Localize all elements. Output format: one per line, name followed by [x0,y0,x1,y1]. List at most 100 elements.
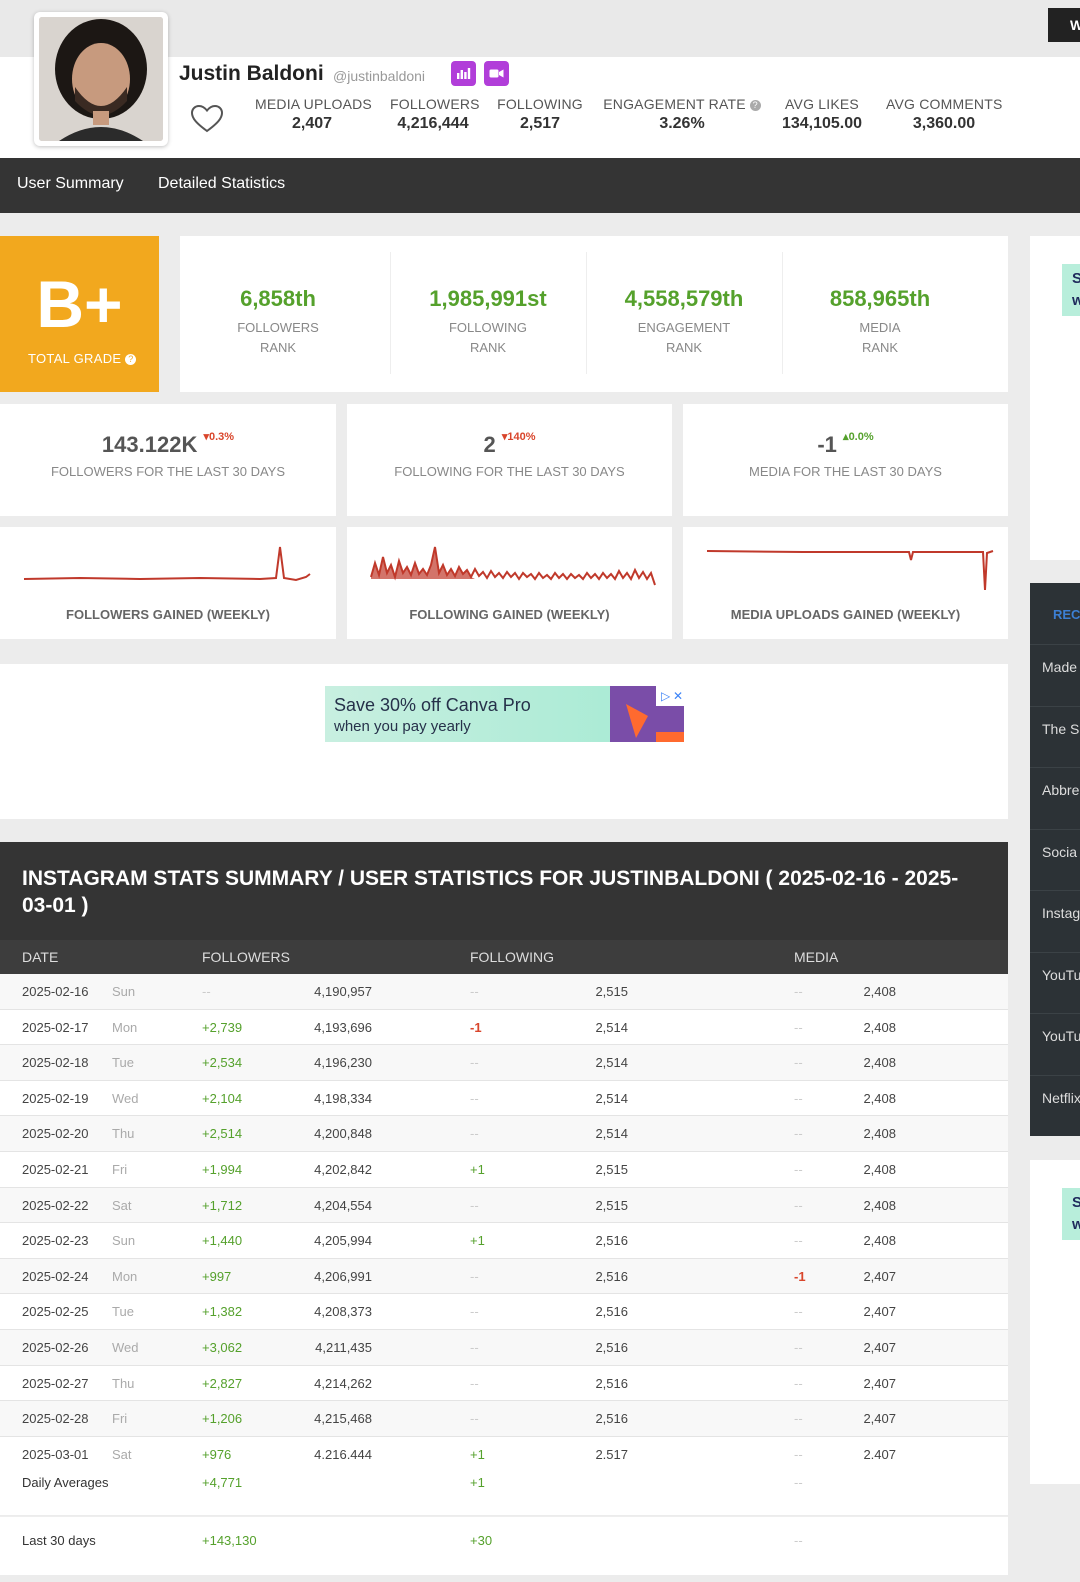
row-day: Sun [112,984,136,999]
sidebar-recent-item[interactable]: Abbre [1042,782,1080,798]
divider [1030,767,1080,768]
stat-following: FOLLOWING 2,517 [497,96,583,133]
rank-value: 858,965th [829,286,931,311]
sidebar-recent-item[interactable]: YouTu [1042,966,1080,983]
row-followers-delta: +2,104 [202,1090,243,1106]
row-day: Tue [112,1055,134,1071]
row-following-total: 2,516 [595,1375,628,1391]
canva-ad-banner[interactable]: Save 30% off Canva Pro when you pay year… [325,686,684,742]
row-following-delta: -- [470,1197,479,1213]
column-header-following: FOLLOWING [470,949,555,965]
avatar [34,12,168,146]
rank-label: RANK [259,340,297,355]
table-row: 2025-02-25 Tue +1,382 4,208,373 -- 2,516 -- 2,4… [0,1294,1008,1330]
grade-letter: B+ [36,267,123,341]
row-followers-delta: +976 [202,1446,232,1462]
row-followers-delta: +997 [202,1268,232,1284]
row-followers-delta: +2,514 [202,1126,243,1142]
row-following-total: 2,517 [595,1446,628,1462]
top-strip [0,0,1080,57]
row-media-delta: -1 [794,1268,806,1284]
row-followers-delta: +2,534 [202,1055,243,1071]
media-30-day-card: -1 ▴0.0% MEDIA FOR THE LAST 30 DAYS [683,404,1008,516]
row-followers-delta: -- [202,984,211,999]
video-icon[interactable] [484,61,509,86]
row-media-delta: -- [794,1055,803,1071]
rank-label: FOLLOWING [448,320,527,335]
divider [1030,1013,1080,1014]
heart-icon[interactable] [190,104,224,134]
sparkline-label: FOLLOWING GAINED (WEEKLY) [409,607,610,622]
divider [1030,644,1080,645]
row-date: 2025-02-20 [22,1126,89,1142]
row-following-total: 2,516 [595,1339,628,1355]
row-day: Mon [112,1019,138,1035]
row-day: Tue [112,1304,134,1320]
rank-label: RANK [861,340,899,355]
table-row: 2025-02-20 Thu +2,514 4,200,848 -- 2,514 -- 2,4… [0,1116,1008,1152]
row-followers-total: 4,198,334 [314,1090,372,1106]
row-media-delta: -- [794,1446,803,1462]
row-following-total: 2,514 [595,1055,628,1071]
arrow-up-icon: ▴ [843,431,849,443]
top-right-button[interactable]: W [1048,8,1080,42]
row-followers-total: 4,206,991 [314,1268,372,1284]
rank-following: 1,985,991st FOLLOWING RANK [390,236,586,392]
stat-avg-likes: AVG LIKES 134,105.00 [778,96,866,133]
row-media-total: 2,407 [863,1339,896,1355]
delta-percent: 0.3% [209,431,235,443]
help-icon[interactable]: ? [125,354,137,366]
row-followers-total: 4,200,848 [314,1126,372,1142]
row-following-delta: -- [470,1375,479,1391]
row-followers-total: 4,216,444 [314,1446,372,1462]
row-followers-delta: +1,994 [202,1161,243,1177]
delta-value: 143.122K [101,432,198,457]
row-following-total: 2,516 [595,1411,628,1427]
stat-avg-comments: AVG COMMENTS 3,360.00 [886,96,1002,133]
sidebar-recent-panel: REC Made The S Abbre Socia Instag YouTu YouTu N… [1030,583,1080,1136]
row-followers-delta: +1,382 [202,1304,243,1320]
summary-followers: +4,771 [202,1475,243,1490]
row-followers-delta: +2,739 [202,1019,243,1035]
sidebar-recent-item[interactable]: Netflix [1042,1089,1080,1106]
tab-detailed-statistics[interactable]: Detailed Statistics [158,175,286,192]
chart-icon[interactable] [451,61,476,86]
row-date: 2025-02-16 [22,984,89,999]
summary-followers: +143,130 [202,1533,257,1548]
help-icon[interactable]: ? [749,99,761,111]
row-following-delta: -- [470,984,479,999]
sidebar-ad-bottom[interactable]: Sawh [1030,1160,1080,1484]
row-following-delta: -- [470,1055,479,1071]
row-media-delta: -- [794,1233,803,1249]
stat-label: FOLLOWING [497,96,583,112]
divider [1030,828,1080,830]
row-following-delta: -- [470,1411,479,1427]
summary-row-daily-averages: Daily Averages +4,771 +1 -- [0,1459,1008,1515]
row-following-total: 2,515 [595,984,628,999]
row-following-delta: -- [470,1339,479,1355]
row-followers-total: 4,202,842 [314,1161,372,1177]
row-media-total: 2,407 [863,1304,896,1320]
delta-label: MEDIA FOR THE LAST 30 DAYS [749,464,942,479]
row-day: Sat [112,1446,132,1462]
row-day: Fri [112,1411,128,1427]
sidebar-recent-item[interactable]: YouTu [1042,1028,1080,1044]
row-media-delta: -- [794,1411,803,1427]
row-media-total: 2,408 [863,1055,896,1071]
row-followers-total: 4,204,554 [314,1197,372,1213]
sidebar-recent-item[interactable]: Made [1042,659,1078,675]
row-following-total: 2,515 [595,1161,628,1177]
row-date: 2025-02-27 [22,1375,89,1391]
sidebar-recent-item[interactable]: Instag [1042,905,1080,921]
row-media-total: 2,408 [863,1233,896,1249]
followers-weekly-sparkline: FOLLOWERS GAINED (WEEKLY) [0,527,336,639]
tab-user-summary[interactable]: User Summary [17,175,124,192]
sidebar-ad-top[interactable]: Sawh [1030,236,1080,560]
sidebar-recent-item[interactable]: The S [1042,720,1080,737]
rank-value: 6,858th [240,286,316,311]
sidebar-recent-item[interactable]: Socia [1042,843,1078,860]
stat-value: 3.26% [659,115,705,132]
profile-handle: @justinbaldoni [333,68,426,84]
row-media-delta: -- [794,1126,803,1142]
row-media-total: 2,408 [863,1019,896,1035]
